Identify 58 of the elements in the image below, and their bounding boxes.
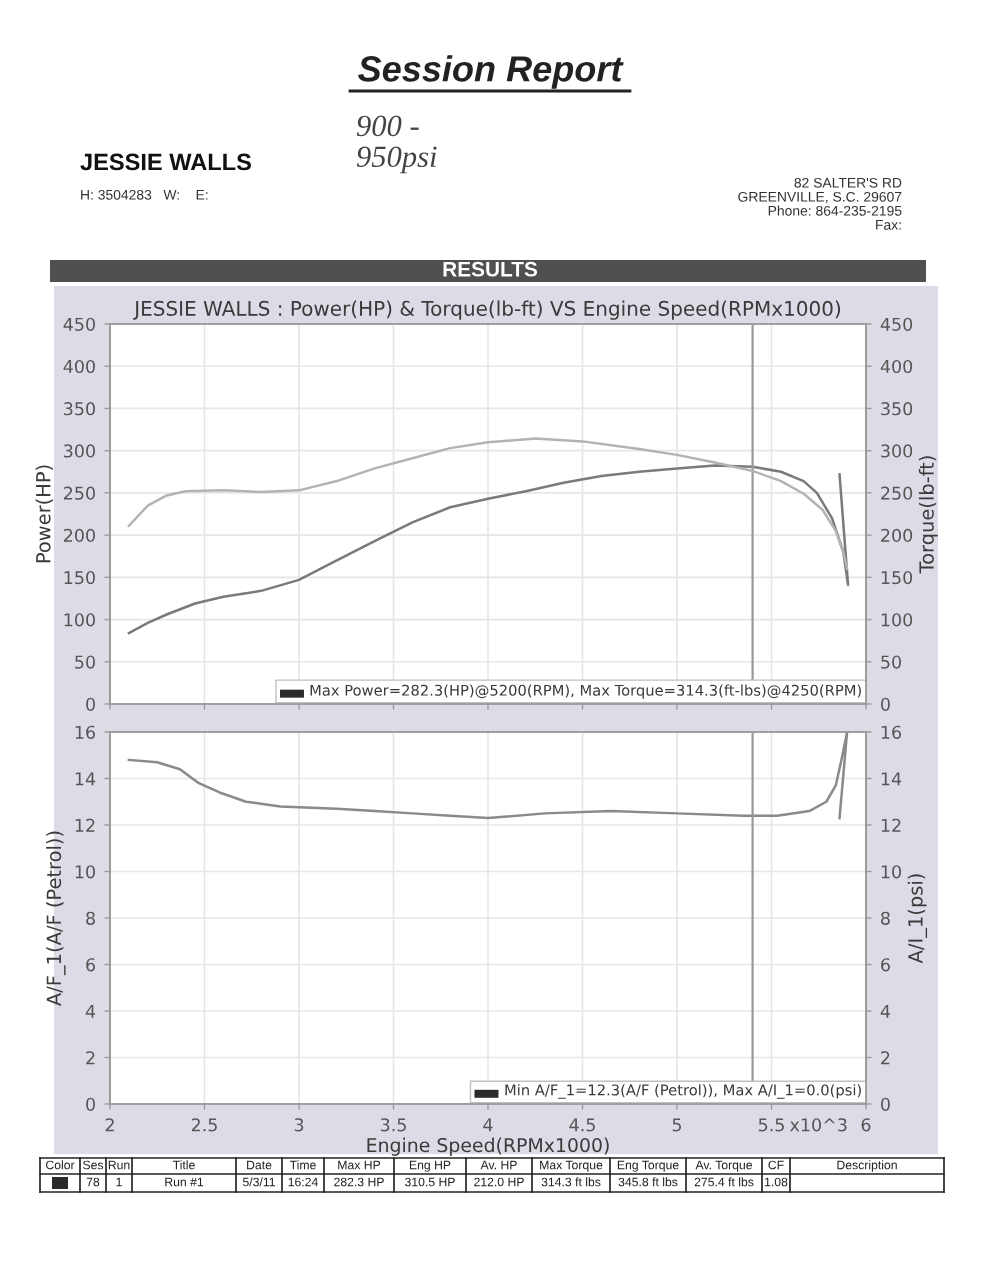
y-tick-label: 4: [85, 1004, 96, 1018]
y2-tick-label: 6: [881, 958, 890, 972]
x-tick-label: 3.5: [380, 1118, 406, 1132]
y-tick-label: 250: [63, 486, 95, 500]
y2-tick-label: 200: [881, 528, 913, 543]
y-tick-label: 50: [75, 655, 95, 669]
y-tick-label: 400: [63, 359, 95, 374]
y-tick-label: 6: [86, 958, 96, 972]
x-tick-label: 2: [105, 1118, 114, 1132]
text: 900 - 950psi: [356, 115, 437, 174]
y2-tick-label: 0: [881, 1097, 890, 1111]
y2-tick-label: 4: [880, 1004, 891, 1018]
y2-tick-label: 100: [881, 613, 913, 627]
y2-tick-label: 150: [881, 570, 913, 585]
y2-tick-label: 2: [881, 1051, 890, 1065]
y2-tick-label: 16: [881, 725, 902, 739]
y-tick-label: 300: [64, 444, 95, 458]
x-tick-label: 3: [294, 1118, 304, 1132]
x-tick-label: 2.5: [191, 1118, 217, 1132]
text: RESULTS: [443, 261, 538, 277]
y2-axis-title: Torque(lb-ft): [918, 456, 938, 574]
y-tick-label: 8: [86, 911, 95, 925]
y2-tick-label: 12: [881, 818, 901, 832]
y-tick-label: 16: [75, 725, 96, 739]
x-tick-label: 4.5: [569, 1118, 595, 1132]
y-tick-label: 10: [75, 865, 95, 879]
y-tick-label: 100: [64, 613, 95, 627]
y2-tick-label: 0: [881, 697, 890, 711]
text: JESSIE WALLS: [80, 153, 251, 171]
y2-tick-label: 300: [881, 444, 913, 458]
y-tick-label: 0: [86, 697, 95, 711]
text: x10^3: [790, 1118, 847, 1132]
y-axis-title: A/F_1(A/F (Petrol)): [46, 831, 66, 1006]
x-tick-label: 5: [672, 1118, 682, 1132]
y2-tick-label: 350: [881, 402, 913, 416]
y-tick-label: 450: [63, 317, 95, 331]
y2-tick-label: 8: [881, 911, 890, 925]
y2-axis-title: A/I_1(psi): [907, 874, 928, 964]
y2-tick-label: 450: [880, 317, 913, 331]
y-tick-label: 350: [64, 402, 95, 416]
y2-tick-label: 10: [881, 865, 901, 879]
text: Session Report: [358, 55, 624, 89]
y-axis-title: Power(HP): [35, 465, 53, 563]
y-tick-label: 14: [75, 772, 96, 786]
y2-tick-label: 50: [881, 655, 901, 669]
x-tick-label: 5.5: [758, 1118, 784, 1132]
y-tick-label: 12: [75, 818, 95, 832]
y2-tick-label: 400: [880, 359, 913, 374]
y-tick-label: 0: [86, 1097, 95, 1111]
y-tick-label: 200: [63, 528, 95, 543]
y-tick-label: 150: [64, 570, 95, 585]
x-tick-label: 4: [483, 1118, 493, 1132]
chart-title: JESSIE WALLS : Power(HP) & Torque(lb-ft) VS Engine Speed(RPMx1000): [133, 300, 841, 320]
y-tick-label: 2: [86, 1051, 95, 1065]
y2-tick-label: 250: [881, 486, 913, 500]
x-axis-title: Engine Speed(RPMx1000): [367, 1137, 609, 1156]
x-tick-label: 6: [861, 1118, 871, 1132]
y2-tick-label: 14: [881, 772, 902, 786]
